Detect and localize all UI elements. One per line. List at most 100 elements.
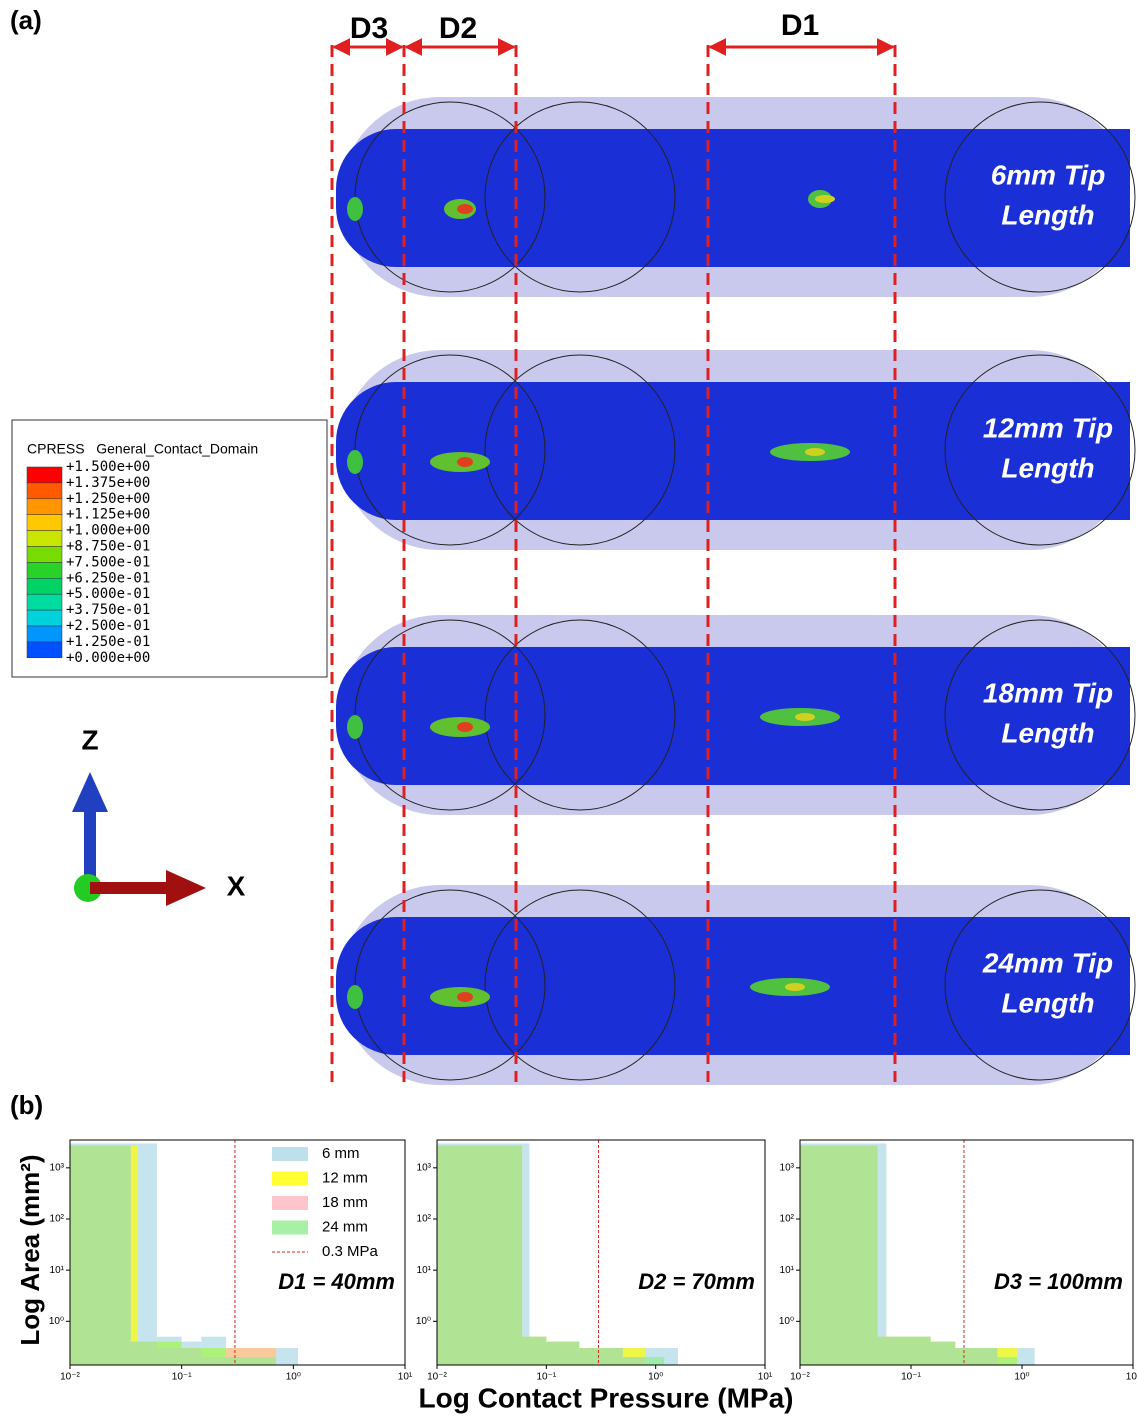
histogram-bar bbox=[623, 1357, 645, 1365]
colorbar-swatch bbox=[27, 626, 62, 642]
histogram-bar bbox=[1017, 1348, 1035, 1365]
y-tick-label: 10² bbox=[50, 1214, 65, 1225]
y-tick-label: 10⁰ bbox=[49, 1316, 64, 1327]
colorbar-swatch bbox=[27, 547, 62, 563]
legend-label: 6 mm bbox=[322, 1145, 360, 1162]
contact-spot-core bbox=[795, 713, 815, 721]
colorbar-label: +0.000e+00 bbox=[66, 650, 150, 666]
contact-spot-core bbox=[785, 983, 805, 991]
histogram-bar bbox=[522, 1337, 529, 1365]
x-tick-label: 10⁻² bbox=[60, 1372, 80, 1383]
axis-label: X bbox=[227, 870, 246, 901]
histogram-bar bbox=[546, 1342, 579, 1365]
y-tick-label: 10¹ bbox=[50, 1265, 65, 1276]
colorbar-swatch bbox=[27, 594, 62, 610]
colorbar-swatch bbox=[27, 562, 62, 578]
contact-spot-core bbox=[805, 448, 825, 456]
histogram-bar bbox=[645, 1357, 664, 1365]
histogram-bar bbox=[70, 1146, 131, 1365]
tube: 6mm Tip Length bbox=[336, 97, 1135, 297]
histogram-bar bbox=[931, 1342, 956, 1365]
tip-length-label: Length bbox=[1001, 199, 1094, 230]
colorbar-swatch bbox=[27, 578, 62, 594]
colorbar-label: +1.375e+00 bbox=[66, 475, 150, 491]
figure: 6mm Tip Length 12mm Tip Length 18mm Tip Lengt… bbox=[0, 0, 1137, 1419]
histogram-bar bbox=[955, 1348, 978, 1365]
tube-core-body bbox=[336, 382, 1130, 520]
histogram-bar bbox=[226, 1357, 249, 1365]
colorbar-label: +1.250e+00 bbox=[66, 491, 150, 507]
colorbar-swatch bbox=[27, 499, 62, 515]
panel-label: (a) bbox=[10, 5, 42, 35]
histogram-bar bbox=[978, 1348, 998, 1365]
annotation: D1 = 40mm bbox=[278, 1269, 395, 1294]
histogram-bar bbox=[437, 1146, 522, 1365]
contact-spot bbox=[347, 197, 363, 221]
colorbar-label: +5.000e-01 bbox=[66, 586, 150, 602]
tip-length-label: 18mm Tip bbox=[983, 677, 1113, 708]
histogram-bar bbox=[137, 1342, 157, 1365]
histogram-bar bbox=[598, 1348, 622, 1365]
legend-swatch bbox=[272, 1196, 308, 1210]
x-tick-label: 10¹ bbox=[1126, 1372, 1137, 1383]
x-tick-label: 10⁰ bbox=[1014, 1372, 1029, 1383]
tube: 12mm Tip Length bbox=[336, 350, 1135, 550]
histogram-bar bbox=[249, 1357, 276, 1365]
y-tick-label: 10³ bbox=[780, 1162, 795, 1173]
histogram-bar bbox=[157, 1342, 182, 1365]
histogram-bar bbox=[522, 1143, 529, 1365]
tube: 18mm Tip Length bbox=[336, 615, 1135, 815]
contact-spot-core bbox=[457, 992, 473, 1002]
tip-length-label: Length bbox=[1001, 717, 1094, 748]
tip-length-label: Length bbox=[1001, 452, 1094, 483]
contact-spot bbox=[347, 715, 363, 739]
colorbar-swatch bbox=[27, 642, 62, 658]
colorbar-swatch bbox=[27, 610, 62, 626]
legend-swatch bbox=[272, 1147, 308, 1161]
y-tick-label: 10² bbox=[417, 1214, 432, 1225]
colorbar-label: +6.250e-01 bbox=[66, 570, 150, 586]
contact-spot bbox=[347, 450, 363, 474]
tip-length-label: 24mm Tip bbox=[982, 947, 1113, 978]
x-tick-label: 10⁰ bbox=[286, 1372, 301, 1383]
y-tick-label: 10¹ bbox=[417, 1265, 432, 1276]
legend-swatch bbox=[272, 1172, 308, 1186]
x-tick-label: 10⁻² bbox=[427, 1372, 447, 1383]
colorbar-swatch bbox=[27, 515, 62, 531]
contour-legend: CPRESS General_Contact_Domain +1.500e+00… bbox=[12, 420, 327, 677]
histogram-bar bbox=[579, 1348, 598, 1365]
colorbar-swatch bbox=[27, 467, 62, 483]
histogram-bar bbox=[878, 1337, 887, 1365]
dim-label: D3 bbox=[350, 12, 388, 45]
panel-label: (b) bbox=[10, 1090, 43, 1120]
colorbar: +1.500e+00+1.375e+00+1.250e+00+1.125e+00… bbox=[27, 459, 150, 666]
histogram-bar bbox=[997, 1357, 1017, 1365]
tip-length-label: 6mm Tip bbox=[991, 159, 1106, 190]
contact-spot-core bbox=[457, 457, 473, 467]
tube-renders: 6mm Tip Length 12mm Tip Length 18mm Tip Lengt… bbox=[336, 97, 1135, 1085]
colorbar-label: +3.750e-01 bbox=[66, 602, 150, 618]
colorbar-label: +1.250e-01 bbox=[66, 634, 150, 650]
x-tick-label: 10⁻¹ bbox=[536, 1372, 556, 1383]
page: 6mm Tip Length 12mm Tip Length 18mm Tip Lengt… bbox=[0, 0, 1137, 1419]
contact-spot bbox=[347, 985, 363, 1009]
colorbar-label: +8.750e-01 bbox=[66, 539, 150, 555]
histogram-bar bbox=[664, 1348, 678, 1365]
y-tick-label: 10⁰ bbox=[416, 1316, 431, 1327]
colorbar-swatch bbox=[27, 483, 62, 499]
tip-length-label: 12mm Tip bbox=[983, 412, 1113, 443]
legend-title: CPRESS General_Contact_Domain bbox=[27, 441, 258, 457]
tube-core-body bbox=[336, 647, 1130, 785]
axis-label: Z bbox=[81, 724, 98, 755]
annotation: D2 = 70mm bbox=[638, 1269, 755, 1294]
y-tick-label: 10³ bbox=[417, 1162, 432, 1173]
histogram-bar bbox=[800, 1146, 878, 1365]
colorbar-label: +1.000e+00 bbox=[66, 523, 150, 539]
tube-core-body bbox=[336, 129, 1130, 267]
y-axis-label: Log Area (mm²) bbox=[15, 1154, 45, 1345]
y-tick-label: 10³ bbox=[50, 1162, 65, 1173]
colorbar-label: +7.500e-01 bbox=[66, 554, 150, 570]
contact-spot-core bbox=[457, 722, 473, 732]
